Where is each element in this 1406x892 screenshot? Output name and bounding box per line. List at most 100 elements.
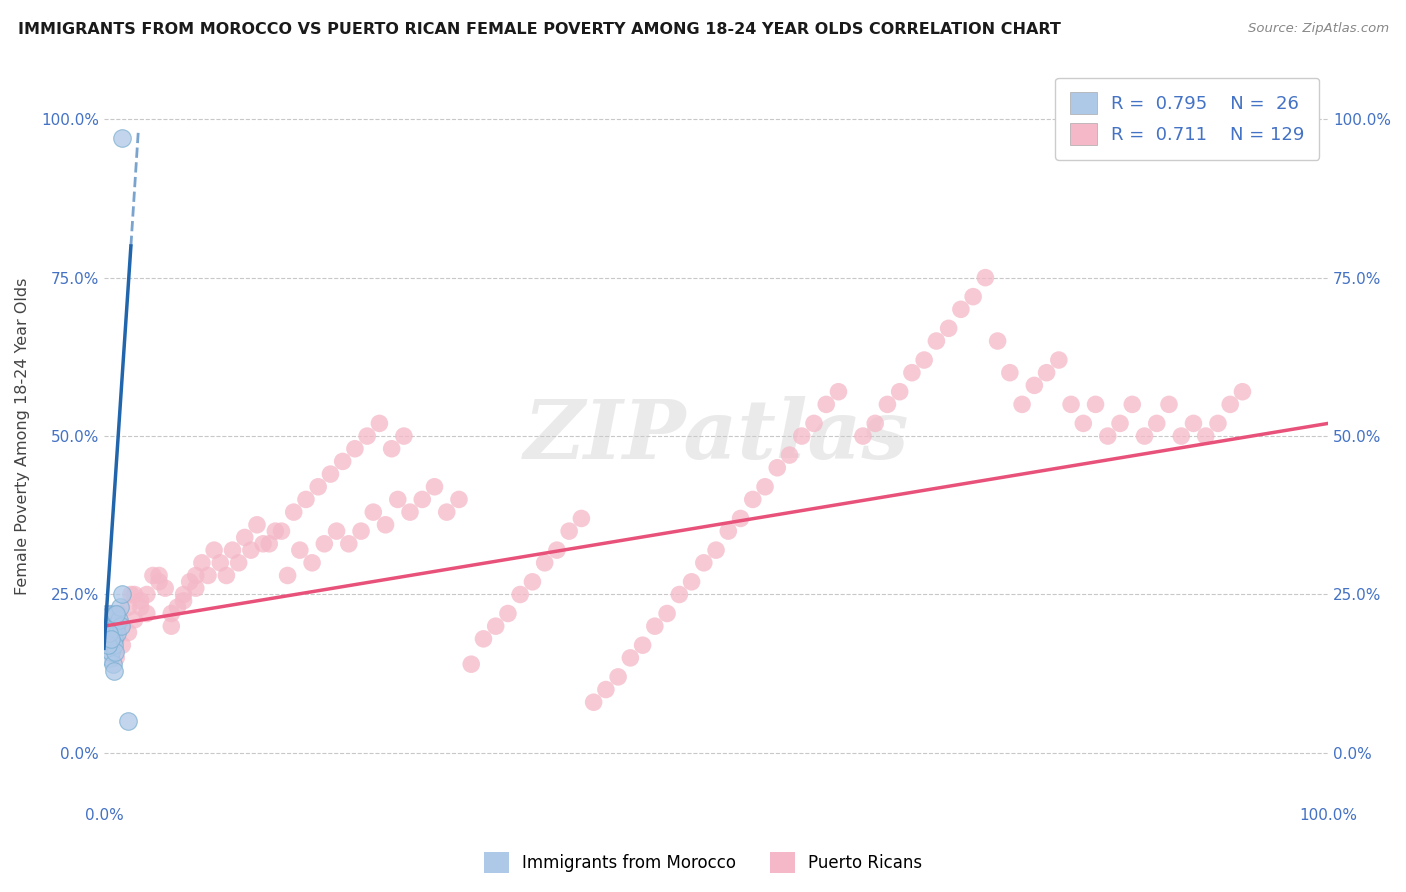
Point: [533, 556, 555, 570]
Point: [1047, 353, 1070, 368]
Point: [221, 543, 243, 558]
Point: [889, 384, 911, 399]
Point: [938, 321, 960, 335]
Point: [173, 594, 195, 608]
Point: [103, 638, 125, 652]
Point: [111, 587, 134, 601]
Text: IMMIGRANTS FROM MOROCCO VS PUERTO RICAN FEMALE POVERTY AMONG 18-24 YEAR OLDS COR: IMMIGRANTS FROM MOROCCO VS PUERTO RICAN …: [18, 22, 1062, 37]
Legend: R =  0.795    N =  26, R =  0.711    N = 129: R = 0.795 N = 26, R = 0.711 N = 129: [1056, 78, 1319, 160]
Text: Source: ZipAtlas.com: Source: ZipAtlas.com: [1249, 22, 1389, 36]
Point: [1024, 378, 1046, 392]
Point: [368, 417, 391, 431]
Point: [925, 334, 948, 348]
Point: [105, 607, 128, 621]
Point: [100, 632, 122, 646]
Point: [1195, 429, 1218, 443]
Point: [1133, 429, 1156, 443]
Point: [135, 607, 157, 621]
Point: [1035, 366, 1057, 380]
Point: [1060, 397, 1083, 411]
Point: [160, 607, 183, 621]
Point: [1071, 417, 1094, 431]
Point: [436, 505, 458, 519]
Point: [1219, 397, 1241, 411]
Point: [644, 619, 666, 633]
Point: [104, 644, 127, 658]
Point: [827, 384, 849, 399]
Point: [107, 613, 129, 627]
Point: [325, 524, 347, 538]
Point: [766, 460, 789, 475]
Point: [411, 492, 433, 507]
Point: [117, 625, 139, 640]
Point: [101, 657, 124, 672]
Point: [595, 682, 617, 697]
Point: [392, 429, 415, 443]
Point: [1084, 397, 1107, 411]
Point: [447, 492, 470, 507]
Point: [98, 607, 121, 621]
Point: [111, 131, 134, 145]
Point: [607, 670, 630, 684]
Point: [98, 651, 121, 665]
Point: [356, 429, 378, 443]
Point: [257, 537, 280, 551]
Point: [863, 417, 886, 431]
Point: [105, 632, 128, 646]
Point: [153, 581, 176, 595]
Point: [129, 594, 152, 608]
Point: [104, 607, 127, 621]
Point: [1146, 417, 1168, 431]
Point: [582, 695, 605, 709]
Point: [124, 587, 146, 601]
Point: [704, 543, 727, 558]
Point: [277, 568, 299, 582]
Point: [103, 664, 125, 678]
Point: [974, 270, 997, 285]
Point: [108, 600, 131, 615]
Point: [423, 480, 446, 494]
Point: [681, 574, 703, 589]
Point: [100, 644, 122, 658]
Point: [97, 632, 120, 646]
Point: [98, 638, 121, 652]
Point: [148, 568, 170, 582]
Point: [319, 467, 342, 481]
Point: [252, 537, 274, 551]
Point: [1121, 397, 1143, 411]
Point: [558, 524, 581, 538]
Point: [361, 505, 384, 519]
Point: [522, 574, 544, 589]
Point: [1206, 417, 1229, 431]
Point: [179, 574, 201, 589]
Point: [100, 607, 122, 621]
Y-axis label: Female Poverty Among 18-24 Year Olds: Female Poverty Among 18-24 Year Olds: [15, 277, 30, 595]
Point: [97, 625, 120, 640]
Point: [97, 638, 120, 652]
Point: [949, 302, 972, 317]
Point: [790, 429, 813, 443]
Point: [105, 651, 128, 665]
Point: [754, 480, 776, 494]
Point: [264, 524, 287, 538]
Point: [779, 448, 801, 462]
Point: [101, 619, 124, 633]
Point: [730, 511, 752, 525]
Point: [173, 587, 195, 601]
Point: [1170, 429, 1192, 443]
Point: [815, 397, 838, 411]
Point: [571, 511, 593, 525]
Point: [103, 632, 125, 646]
Point: [1109, 417, 1132, 431]
Point: [117, 600, 139, 615]
Point: [215, 568, 238, 582]
Point: [107, 625, 129, 640]
Point: [1157, 397, 1180, 411]
Point: [197, 568, 219, 582]
Point: [852, 429, 875, 443]
Point: [1232, 384, 1254, 399]
Point: [472, 632, 495, 646]
Point: [233, 531, 256, 545]
Point: [668, 587, 690, 601]
Point: [460, 657, 482, 672]
